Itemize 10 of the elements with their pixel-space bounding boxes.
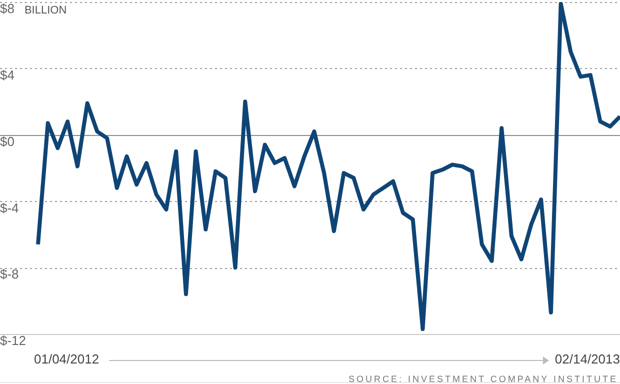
y-tick-label: $0 <box>0 134 14 149</box>
text: 01/04/2012 <box>34 352 100 367</box>
y-tick-label: $4 <box>0 67 14 82</box>
text: 02/14/2013 <box>554 352 620 367</box>
y-axis-title: BILLION <box>24 4 67 17</box>
y-tick-label: $-4 <box>0 200 19 216</box>
y-tick-label: $-8 <box>0 266 19 282</box>
source-note: SOURCE: INVESTMENT COMPANY INSTITUTE <box>348 374 618 384</box>
y-tick-label: $8 <box>0 1 14 16</box>
y-tick-label: $-12 <box>0 333 26 348</box>
